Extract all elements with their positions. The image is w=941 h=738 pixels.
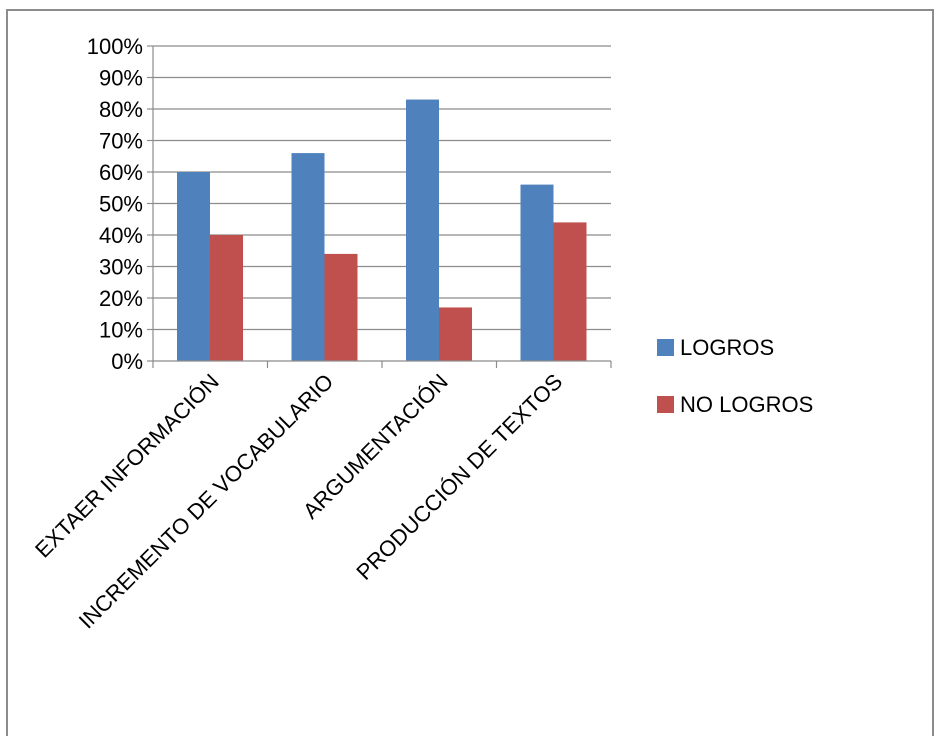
axes bbox=[147, 45, 612, 368]
y-tick-label: 30% bbox=[99, 255, 143, 280]
y-tick-label: 100% bbox=[87, 34, 143, 59]
bar-logros bbox=[291, 153, 325, 361]
legend-label: NO LOGROS bbox=[680, 392, 813, 417]
y-tick-label: 50% bbox=[99, 192, 143, 217]
bar-logros bbox=[177, 172, 210, 361]
y-tick-label: 70% bbox=[99, 129, 143, 154]
chart-frame bbox=[6, 9, 934, 736]
category-label: EXTAER INFORMACIÓN bbox=[30, 369, 224, 563]
y-tick-label: 80% bbox=[99, 97, 143, 122]
y-tick-labels: 0% 10% 20% 30% 40% 50% 60% 70% 80% 90% 100% bbox=[87, 34, 143, 374]
bar-logros bbox=[406, 99, 439, 362]
category-label: INCREMENTO DE VOCABULARIO bbox=[74, 369, 339, 634]
y-tick-label: 90% bbox=[99, 66, 143, 91]
y-tick-label: 40% bbox=[99, 223, 143, 248]
bar-no-logros bbox=[439, 307, 472, 361]
bar-no-logros bbox=[324, 253, 358, 361]
category-label: PRODUCCIÓN DE TEXTOS bbox=[351, 369, 567, 585]
legend-swatch bbox=[657, 339, 674, 356]
bar-logros bbox=[520, 184, 554, 361]
y-tick-label: 20% bbox=[99, 286, 143, 311]
y-tick-label: 60% bbox=[99, 160, 143, 185]
legend-label: LOGROS bbox=[680, 335, 774, 360]
y-tick-label: 0% bbox=[111, 349, 143, 374]
bar-no-logros bbox=[553, 222, 587, 361]
bar-no-logros bbox=[210, 235, 243, 361]
bars bbox=[177, 99, 587, 362]
legend-swatch bbox=[657, 396, 674, 413]
y-tick-label: 10% bbox=[99, 318, 143, 343]
legend: LOGROS NO LOGROS bbox=[657, 335, 813, 417]
